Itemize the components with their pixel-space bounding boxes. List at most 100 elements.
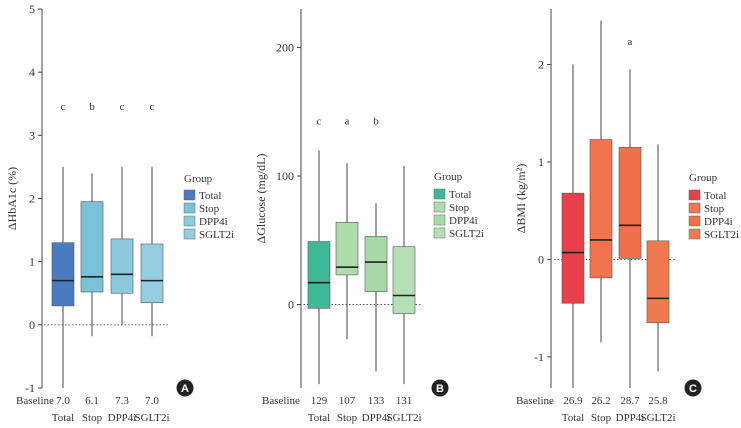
legend-swatch xyxy=(433,214,446,226)
legend-swatch xyxy=(688,215,701,227)
legend-label: DPP4i xyxy=(199,216,228,228)
category-label: SGLT2i xyxy=(386,412,421,424)
iqr-box xyxy=(364,236,388,292)
iqr-box xyxy=(110,238,134,294)
y-tick-label: 5 xyxy=(29,2,35,16)
legend-label: SGLT2i xyxy=(449,228,484,240)
panel-badge: A xyxy=(176,379,194,397)
legend-title: Group xyxy=(184,173,213,185)
y-tick-label: 2 xyxy=(538,58,544,72)
significance-letter: c xyxy=(150,101,155,113)
box-total: c 129 Total xyxy=(307,116,331,424)
category-label: DPP4i xyxy=(362,412,391,424)
baseline-label: Baseline xyxy=(516,395,554,407)
significance-letter: a xyxy=(345,116,350,128)
y-axis-title: ΔBMI (kg/m²) xyxy=(514,164,528,234)
baseline-value: 25.8 xyxy=(648,395,668,407)
category-label: Stop xyxy=(337,412,358,424)
category-label: Total xyxy=(52,412,74,424)
baseline-value: 7.0 xyxy=(145,395,159,407)
category-label: SGLT2i xyxy=(134,412,169,424)
baseline-value: 7.3 xyxy=(115,395,129,407)
legend-label: DPP4i xyxy=(704,216,733,228)
legend-label: Stop xyxy=(449,202,470,214)
legend-swatch xyxy=(433,227,446,239)
baseline-label: Baseline xyxy=(16,395,54,407)
iqr-box xyxy=(589,139,613,279)
box-dpp4i: b 133 DPP4i xyxy=(362,116,391,424)
baseline-value: 26.9 xyxy=(563,395,583,407)
y-tick-label: 1 xyxy=(29,255,35,269)
legend-label: Stop xyxy=(199,203,220,215)
baseline-value: 28.7 xyxy=(620,395,640,407)
legend-label: Total xyxy=(449,189,471,201)
legend-label: Stop xyxy=(704,203,725,215)
significance-letter: b xyxy=(373,116,379,128)
y-tick-label: 200 xyxy=(276,41,294,55)
legend-label: SGLT2i xyxy=(704,229,739,241)
category-label: Total xyxy=(562,412,584,424)
significance-letter: a xyxy=(628,36,633,48)
baseline-label: Baseline xyxy=(262,395,300,407)
significance-letter: c xyxy=(61,101,66,113)
iqr-box xyxy=(140,243,164,304)
panel-a: -1 0 1 2 3 4 5 ΔHbA1c (%) c 7.0 Total b 6.1 Stop c 7.3 D… xyxy=(5,2,234,424)
category-label: DPP4i xyxy=(616,412,645,424)
box-dpp4i: a 28.7 DPP4i xyxy=(616,36,645,424)
significance-letter: c xyxy=(120,101,125,113)
baseline-value: 6.1 xyxy=(85,395,99,407)
iqr-box xyxy=(618,147,642,259)
category-label: SGLT2i xyxy=(640,412,675,424)
legend-swatch xyxy=(688,202,701,214)
legend-title: Group xyxy=(434,171,463,183)
baseline-value: 26.2 xyxy=(591,395,610,407)
y-tick-label: 100 xyxy=(276,169,294,183)
box-total: 26.9 Total xyxy=(561,64,585,424)
baseline-value: 131 xyxy=(396,395,413,407)
baseline-value: 129 xyxy=(311,395,328,407)
category-label: DPP4i xyxy=(108,412,137,424)
y-axis-title: ΔGlucose (mg/dL) xyxy=(254,153,268,243)
y-tick-label: 3 xyxy=(29,128,35,142)
y-tick-label: -1 xyxy=(25,381,35,395)
category-label: Stop xyxy=(82,412,103,424)
box-dpp4i: c 7.3 DPP4i xyxy=(108,101,137,424)
y-tick-label: 0 xyxy=(538,252,544,266)
legend-label: DPP4i xyxy=(449,215,478,227)
box-stop: a 107 Stop xyxy=(335,116,359,424)
legend-label: SGLT2i xyxy=(199,229,234,241)
baseline-value: 7.0 xyxy=(56,395,70,407)
significance-letter: b xyxy=(89,101,95,113)
panel-badge-label: B xyxy=(436,383,444,395)
legend-label: Total xyxy=(199,190,221,202)
iqr-box xyxy=(335,221,359,276)
panel-badge-circle xyxy=(684,379,702,397)
category-label: Stop xyxy=(591,412,612,424)
box-sglt2i: c 7.0 SGLT2i xyxy=(134,101,169,424)
box-stop: 26.2 Stop xyxy=(589,20,613,424)
panel-b: 0 100 200 ΔGlucose (mg/dL) c 129 Total a 107 Stop… xyxy=(254,9,484,424)
box-total: c 7.0 Total xyxy=(51,101,75,424)
legend-label: Total xyxy=(704,190,726,202)
iqr-box xyxy=(307,241,331,309)
legend-swatch xyxy=(183,228,196,240)
significance-letter: c xyxy=(317,116,322,128)
legend-swatch xyxy=(183,189,196,201)
panel-badge: C xyxy=(684,379,702,397)
panel-badge-circle xyxy=(176,379,194,397)
box-sglt2i: 131 SGLT2i xyxy=(386,165,422,424)
iqr-box xyxy=(392,246,416,314)
y-tick-label: 0 xyxy=(288,297,294,311)
legend-swatch xyxy=(688,189,701,201)
legend-swatch xyxy=(183,202,196,214)
legend-title: Group xyxy=(689,172,718,184)
y-tick-label: -1 xyxy=(534,350,544,364)
iqr-box xyxy=(80,201,104,293)
iqr-box xyxy=(561,192,585,304)
iqr-box xyxy=(51,242,75,307)
baseline-value: 133 xyxy=(368,395,385,407)
panel-badge-label: A xyxy=(181,383,189,395)
